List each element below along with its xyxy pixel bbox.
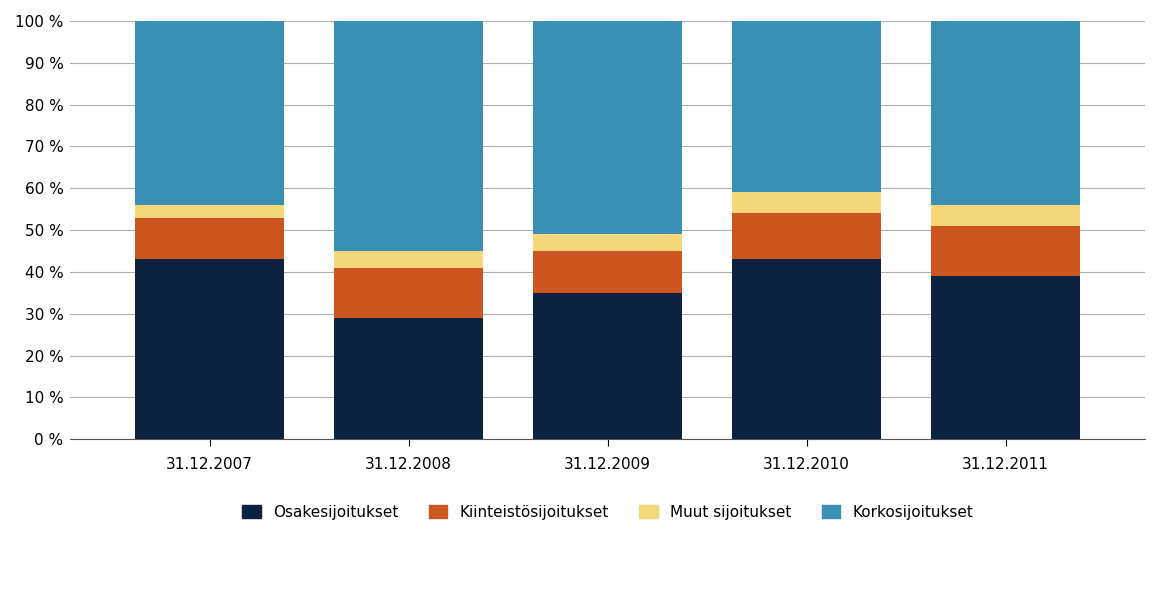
Bar — [334, 21, 484, 251]
Bar — [931, 21, 1080, 205]
Bar — [135, 217, 284, 259]
Bar — [135, 259, 284, 439]
Bar — [931, 276, 1080, 439]
Bar — [334, 268, 484, 318]
Bar — [534, 293, 682, 439]
Bar — [135, 21, 284, 205]
Bar — [534, 251, 682, 293]
Bar — [732, 21, 882, 193]
Bar — [732, 213, 882, 259]
Bar — [334, 318, 484, 439]
Bar — [732, 259, 882, 439]
Bar — [732, 193, 882, 213]
Bar — [534, 234, 682, 251]
Bar — [135, 205, 284, 217]
Bar — [931, 205, 1080, 226]
Bar — [334, 251, 484, 268]
Bar — [931, 226, 1080, 276]
Legend: Osakesijoitukset, Kiinteistösijoitukset, Muut sijoitukset, Korkosijoitukset: Osakesijoitukset, Kiinteistösijoitukset,… — [234, 497, 980, 527]
Bar — [534, 21, 682, 234]
